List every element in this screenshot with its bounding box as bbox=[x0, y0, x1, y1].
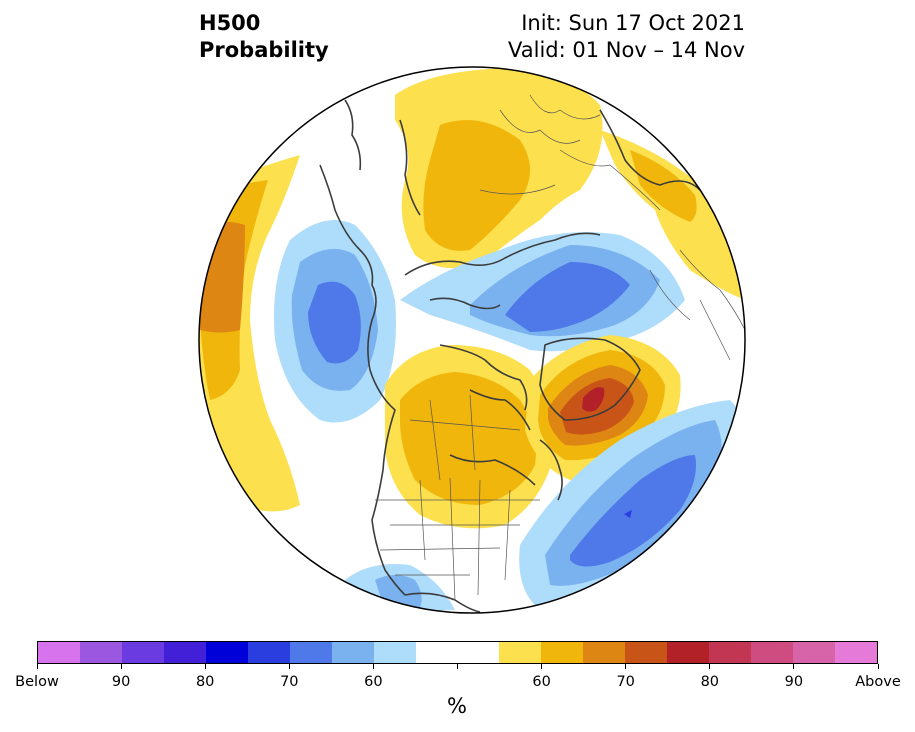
colorbar-tick-mark bbox=[36, 664, 38, 669]
colorbar-swatch bbox=[625, 642, 668, 663]
colorbar-swatch bbox=[751, 642, 794, 663]
title-quantity: Probability bbox=[199, 38, 329, 62]
colorbar-tick-mark bbox=[204, 664, 206, 669]
colorbar-tick-mark bbox=[541, 664, 543, 669]
globe-outline bbox=[198, 66, 746, 614]
above-region-east-core bbox=[630, 150, 697, 222]
colorbar-tick-mark bbox=[288, 664, 290, 669]
colorbar-swatch bbox=[289, 642, 332, 663]
colorbar-unit: % bbox=[447, 694, 467, 718]
colorbar-swatch bbox=[499, 642, 542, 663]
colorbar bbox=[37, 641, 878, 664]
colorbar-swatch bbox=[38, 642, 80, 663]
colorbar-tick-label: 70 bbox=[616, 674, 635, 690]
colorbar-swatch bbox=[163, 642, 206, 663]
title-left: H500 Probability bbox=[199, 10, 329, 64]
below-region-atlantic-core bbox=[570, 455, 696, 567]
colorbar-swatch bbox=[121, 642, 164, 663]
below-region-pacific-core bbox=[308, 281, 361, 364]
coastlines bbox=[319, 99, 701, 613]
colorbar-swatch bbox=[247, 642, 290, 663]
below-region-arctic-core bbox=[505, 262, 630, 332]
colorbar-tick-mark bbox=[120, 664, 122, 669]
political-borders bbox=[375, 94, 745, 601]
colorbar-tick-label: 60 bbox=[364, 674, 383, 690]
colorbar-tick-mark bbox=[625, 664, 627, 669]
valid-range: Valid: 01 Nov – 14 Nov bbox=[508, 38, 745, 62]
colorbar-tick-label: 70 bbox=[280, 674, 299, 690]
colorbar-tick-label: 90 bbox=[111, 674, 131, 690]
title-variable: H500 bbox=[199, 11, 261, 35]
title-right: Init: Sun 17 Oct 2021 Valid: 01 Nov – 14… bbox=[508, 10, 745, 64]
colorbar-tick-mark bbox=[793, 664, 795, 669]
above-region-canada-core bbox=[400, 372, 536, 505]
colorbar-tick-label: 60 bbox=[532, 674, 551, 690]
init-date: Init: Sun 17 Oct 2021 bbox=[521, 11, 745, 35]
colorbar-tick-label: Above bbox=[855, 674, 901, 690]
colorbar-tick-mark bbox=[877, 664, 879, 669]
colorbar-swatch bbox=[793, 642, 836, 663]
colorbar-swatch bbox=[331, 642, 374, 663]
below-region-atlantic-peak bbox=[624, 510, 632, 518]
above-region-siberia-core bbox=[423, 120, 530, 251]
colorbar-swatch bbox=[457, 642, 500, 663]
colorbar-swatch bbox=[583, 642, 626, 663]
above-region-greenland-peak bbox=[582, 387, 605, 412]
probability-map bbox=[198, 66, 746, 614]
probability-shading bbox=[199, 68, 745, 613]
colorbar-swatch bbox=[667, 642, 710, 663]
colorbar-tick-mark bbox=[709, 664, 711, 669]
colorbar-swatch bbox=[79, 642, 122, 663]
colorbar-tick-mark bbox=[457, 664, 458, 669]
colorbar-tick-label: 80 bbox=[700, 674, 720, 690]
colorbar-tick-label: 80 bbox=[195, 674, 215, 690]
colorbar-tick-mark bbox=[372, 664, 374, 669]
colorbar-swatch bbox=[373, 642, 416, 663]
below-region-gulf-core bbox=[375, 575, 422, 610]
colorbar-tick-label: Below bbox=[15, 674, 59, 690]
colorbar-swatch bbox=[835, 642, 878, 663]
colorbar-swatch bbox=[541, 642, 584, 663]
colorbar-swatch bbox=[709, 642, 752, 663]
colorbar-tick-label: 90 bbox=[784, 674, 804, 690]
colorbar-swatch bbox=[205, 642, 248, 663]
colorbar-swatch bbox=[415, 642, 458, 663]
